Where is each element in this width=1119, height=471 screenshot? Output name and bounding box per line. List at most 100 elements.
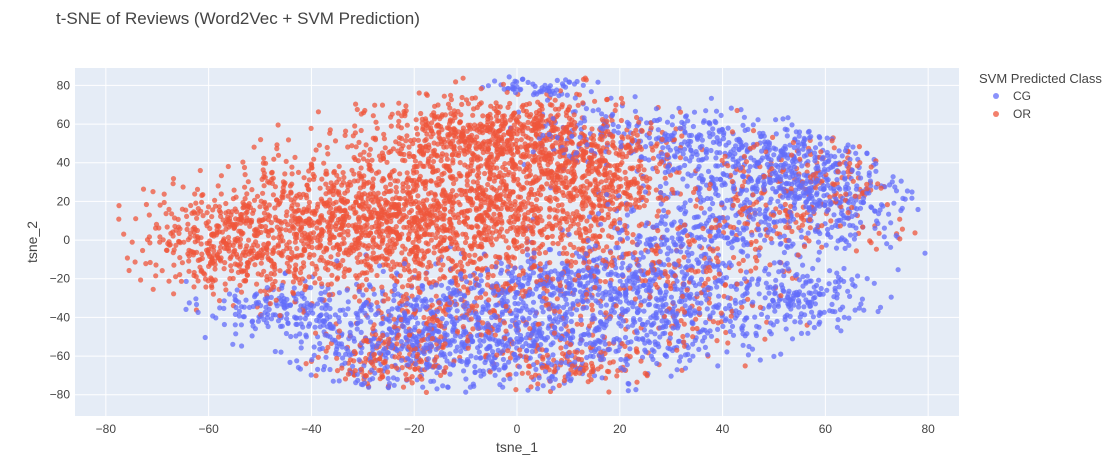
- point-cg: [400, 323, 406, 329]
- point-cg: [293, 333, 299, 339]
- point-or: [503, 238, 509, 244]
- point-or: [819, 223, 825, 229]
- point-or: [767, 262, 773, 268]
- point-cg: [398, 339, 404, 345]
- point-or: [374, 125, 380, 131]
- point-cg: [598, 221, 604, 227]
- point-or: [410, 141, 416, 147]
- point-or: [323, 171, 329, 177]
- point-or: [315, 354, 321, 360]
- point-cg: [454, 308, 460, 314]
- point-or: [733, 194, 739, 200]
- point-or: [289, 171, 295, 177]
- point-or: [205, 219, 211, 225]
- point-cg: [312, 324, 318, 330]
- point-or: [237, 282, 243, 288]
- point-or: [267, 276, 273, 282]
- point-cg: [323, 354, 329, 360]
- point-cg: [850, 144, 856, 150]
- point-or: [363, 142, 369, 148]
- point-cg: [345, 299, 351, 305]
- point-or: [354, 106, 360, 113]
- point-or: [126, 267, 132, 274]
- point-or: [423, 179, 429, 186]
- point-cg: [550, 385, 556, 391]
- point-cg: [695, 166, 701, 172]
- point-cg: [438, 282, 445, 288]
- point-cg: [755, 179, 761, 185]
- point-cg: [834, 177, 840, 183]
- point-cg: [632, 108, 639, 114]
- point-cg: [749, 232, 755, 238]
- point-cg: [497, 322, 503, 328]
- point-cg: [749, 276, 755, 282]
- point-or: [169, 211, 175, 217]
- point-cg: [202, 334, 208, 341]
- point-or: [245, 203, 251, 209]
- point-cg: [829, 308, 836, 314]
- point-or: [459, 94, 465, 101]
- point-cg: [792, 319, 798, 325]
- point-or: [423, 389, 429, 395]
- point-cg: [758, 311, 765, 317]
- point-or: [410, 239, 416, 246]
- point-or: [261, 183, 267, 189]
- point-or: [274, 197, 280, 203]
- point-cg: [687, 197, 693, 203]
- point-cg: [662, 352, 669, 358]
- point-or: [379, 253, 385, 259]
- point-cg: [888, 220, 894, 226]
- point-or: [375, 199, 381, 205]
- point-cg: [595, 79, 601, 85]
- point-cg: [515, 109, 522, 115]
- point-or: [897, 216, 903, 222]
- point-cg: [698, 276, 705, 282]
- point-cg: [428, 378, 434, 384]
- point-cg: [525, 79, 531, 85]
- point-cg: [725, 240, 732, 246]
- point-or: [519, 243, 525, 249]
- point-cg: [591, 373, 598, 379]
- point-or: [263, 206, 270, 212]
- point-cg: [311, 344, 317, 350]
- point-or: [403, 371, 409, 377]
- point-or: [385, 296, 391, 302]
- point-or: [327, 130, 333, 136]
- point-or: [589, 307, 596, 313]
- point-cg: [683, 156, 689, 162]
- point-cg: [636, 307, 643, 313]
- point-cg: [478, 272, 484, 278]
- point-cg: [815, 257, 821, 263]
- point-or: [605, 174, 612, 181]
- point-or: [330, 201, 336, 207]
- point-or: [188, 248, 194, 254]
- point-cg: [625, 388, 631, 394]
- point-cg: [681, 276, 687, 282]
- point-or: [478, 294, 484, 300]
- point-cg: [684, 332, 691, 338]
- point-cg: [756, 207, 763, 213]
- point-cg: [668, 294, 675, 300]
- point-cg: [233, 297, 239, 304]
- point-or: [264, 244, 270, 251]
- point-cg: [563, 344, 569, 350]
- point-or: [306, 177, 312, 183]
- point-or: [574, 321, 580, 327]
- point-cg: [369, 367, 375, 373]
- point-cg: [682, 200, 688, 206]
- point-or: [574, 349, 580, 355]
- point-cg: [492, 78, 498, 84]
- point-or: [143, 261, 149, 267]
- point-or: [227, 276, 233, 282]
- point-cg: [880, 203, 886, 209]
- point-cg: [801, 153, 808, 159]
- point-or: [423, 91, 429, 97]
- point-or: [451, 112, 457, 118]
- point-cg: [560, 304, 567, 310]
- point-or: [435, 102, 441, 108]
- point-cg: [353, 380, 359, 386]
- point-or: [311, 252, 317, 258]
- point-or: [266, 202, 272, 208]
- point-or: [567, 241, 573, 248]
- point-cg: [336, 378, 342, 384]
